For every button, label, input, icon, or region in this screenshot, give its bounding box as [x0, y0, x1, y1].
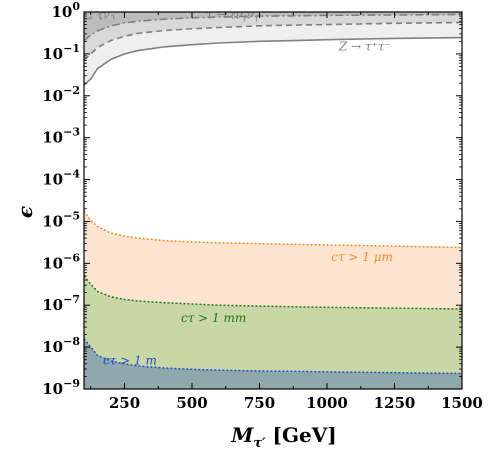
band-c-1-mm [84, 275, 462, 389]
y-tick-exponent: −2 [63, 84, 80, 97]
y-tick-base: 10 [42, 45, 63, 63]
y-tick-base: 10 [51, 3, 72, 21]
y-tick-label: 10−2 [42, 84, 80, 105]
y-tick-base: 10 [42, 212, 63, 230]
band-- [84, 12, 462, 61]
y-tick-base: 10 [42, 380, 63, 398]
annotation-text: cτ > 1 mm [181, 311, 246, 325]
y-tick-label: 10−5 [42, 209, 80, 230]
plot-frame [83, 11, 463, 390]
annotation-text: τ → ℓν [206, 8, 243, 22]
y-tick-exponent: −7 [63, 293, 80, 306]
x-axis-label: Mτ′ [GeV] [230, 423, 337, 451]
annotation-2: Z → τ⁺τ⁻ [338, 40, 391, 54]
x-tick-label: 1250 [374, 394, 416, 412]
x-tick-label: 1500 [441, 394, 483, 412]
annotation-3: cτ > 1 μm [331, 250, 393, 264]
y-tick-exponent: −5 [63, 209, 80, 222]
annotation-1: τ → ℓνℓντ [206, 8, 260, 25]
curve-z- [84, 36, 462, 86]
annotation-text: ν [247, 8, 254, 22]
y-tick-base: 10 [42, 171, 63, 189]
x-tick-label: 250 [109, 394, 140, 412]
y-tick-base: 10 [42, 129, 63, 147]
y-tick-base: 10 [42, 87, 63, 105]
curve-c-1-m [84, 338, 462, 375]
y-tick-exponent: −4 [63, 168, 80, 181]
y-tick-label: 100 [51, 0, 80, 21]
y-tick-base: 10 [42, 254, 63, 272]
y-tick-exponent: 0 [72, 0, 80, 13]
y-tick-base: 10 [42, 338, 63, 356]
y-tick-exponent: −8 [63, 335, 80, 348]
y-tick-label: 10−3 [42, 126, 80, 147]
y-tick-label: 10−9 [42, 377, 80, 398]
annotation-4: cτ > 1 mm [181, 311, 246, 325]
x-tick-label: 1000 [306, 394, 348, 412]
x-tick-label: 500 [176, 394, 207, 412]
y-tick-label: 10−4 [42, 168, 80, 189]
y-tick-label: 10−6 [42, 251, 80, 272]
y-axis-label: ϵ [13, 206, 37, 218]
y-tick-label: 10−7 [42, 293, 80, 314]
band-top [84, 12, 462, 41]
y-tick-base: 10 [42, 296, 63, 314]
y-tick-label: 10−1 [42, 42, 80, 63]
y-tick-exponent: −3 [63, 126, 80, 139]
annotation-sub: τ [254, 15, 260, 25]
y-tick-exponent: −6 [63, 251, 80, 264]
annotation-sub: ℓ [243, 15, 247, 25]
y-tick-label: 10−8 [42, 335, 80, 356]
x-tick-label: 750 [244, 394, 275, 412]
y-tick-exponent: −9 [63, 377, 80, 390]
y-tick-exponent: −1 [63, 42, 80, 55]
curve-- [84, 21, 462, 61]
axes: 250 500 750 1000 1250 150010−910−810−710−610−… [42, 0, 483, 412]
annotation-sub: τ [110, 12, 118, 23]
curve-w- [84, 13, 462, 42]
annotation-text: cτ > 1 μm [331, 250, 393, 264]
annotation-5: cτ > 1 m [103, 354, 157, 368]
annotation-text: Z → τ⁺τ⁻ [338, 40, 391, 54]
band-c-1-m [84, 338, 462, 389]
annotation-text: cτ > 1 m [103, 354, 157, 368]
